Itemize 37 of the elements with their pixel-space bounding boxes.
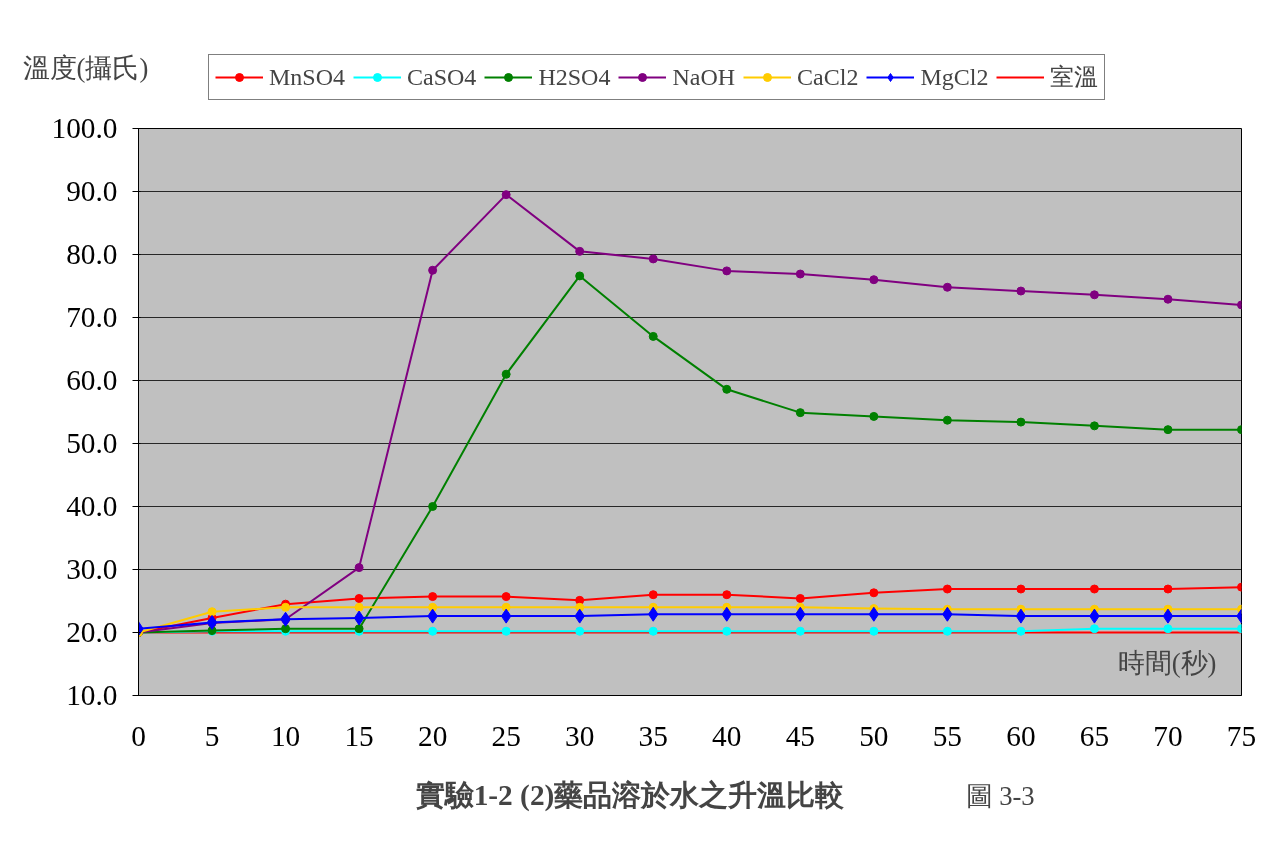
x-tick-label: 10 xyxy=(270,719,301,752)
y-tick-label: 70.0 xyxy=(66,301,118,333)
y-tick-label: 60.0 xyxy=(66,364,118,396)
x-tick-label: 70 xyxy=(1153,719,1183,752)
y-tick-label: 10.0 xyxy=(66,679,118,711)
x-tick-label: 15 xyxy=(344,719,374,752)
y-tick-label: 20.0 xyxy=(66,616,118,648)
legend-label: MgCl2 xyxy=(920,63,989,91)
legend-label: H2SO4 xyxy=(538,63,611,91)
legend-label: NaOH xyxy=(672,63,736,91)
y-tick-label: 30.0 xyxy=(66,553,118,585)
legend-label: CaSO4 xyxy=(407,63,477,91)
y-tick-label: 100.0 xyxy=(51,112,118,144)
x-axis-title: 時間(秒) xyxy=(1117,647,1217,678)
x-tick-label: 50 xyxy=(859,719,889,752)
x-tick-label: 65 xyxy=(1079,719,1110,752)
legend-label: 室溫 xyxy=(1050,63,1099,92)
x-tick-label: 55 xyxy=(932,719,963,752)
x-tick-label: 25 xyxy=(491,719,521,752)
x-tick-label: 20 xyxy=(417,719,448,752)
legend-label: CaCl2 xyxy=(797,63,859,91)
y-tick-label: 40.0 xyxy=(66,490,118,522)
x-tick-label: 5 xyxy=(204,719,220,752)
x-tick-label: 35 xyxy=(638,719,668,752)
caption: 圖 3-3 xyxy=(965,780,1035,811)
legend-label: MnSO4 xyxy=(269,63,346,91)
x-tick-label: 30 xyxy=(565,719,595,752)
text: 實驗1-2 (2)藥品溶於水之升溫比較 xyxy=(415,778,846,812)
x-tick-label: 45 xyxy=(785,719,815,752)
y-tick-label: 50.0 xyxy=(66,427,118,459)
x-tick-label: 40 xyxy=(712,719,742,752)
y-tick-label: 90.0 xyxy=(66,175,118,207)
x-tick-label: 60 xyxy=(1006,719,1036,752)
y-axis-title: 溫度(攝氏) xyxy=(22,52,149,83)
x-tick-label: 0 xyxy=(131,719,146,752)
x-tick-label: 75 xyxy=(1226,719,1257,752)
y-tick-label: 80.0 xyxy=(66,238,118,270)
